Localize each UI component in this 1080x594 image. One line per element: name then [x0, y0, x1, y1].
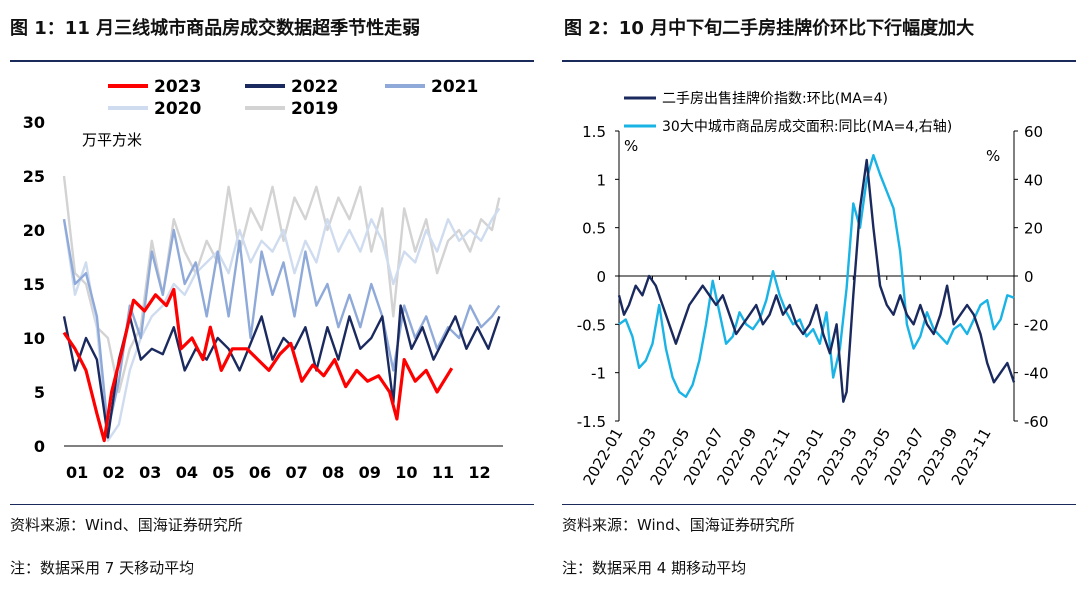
chart-2-left-tick-label: 0.5: [582, 220, 606, 238]
chart-1-x-tick-label: 08: [322, 463, 344, 482]
chart-1-x-tick-label: 09: [359, 463, 381, 482]
chart-panel-2: 图 2：10 月中下旬二手房挂牌价环比下行幅度加大 -1.5 -1 -0.5 0 0.5…: [556, 0, 1080, 594]
chart-1-bottom-rule: [10, 504, 534, 505]
chart-1-series-2021: [62, 218, 501, 431]
chart-1-x-tick-label: 03: [139, 463, 161, 482]
chart-1-y-tick-label: 10: [23, 329, 45, 348]
chart-2-top-rule: [562, 60, 1076, 62]
chart-1-y-tick-label: 20: [23, 221, 45, 240]
chart-2-right-unit: %: [986, 147, 1000, 165]
chart-2-legend-label: 30大中城市商品房成交面积:同比(MA=4,右轴): [662, 118, 952, 135]
chart-1-x-tick-label: 02: [103, 463, 125, 482]
chart-2-right-tick-label: 40: [1024, 171, 1043, 189]
chart-1-x-tick-label: 12: [468, 463, 490, 482]
chart-2-left-tick-label: 1: [596, 171, 606, 189]
chart-2-left-tick-label: -1.5: [577, 413, 606, 431]
chart-1-series-2022: [62, 304, 501, 439]
chart-1-legend-label: 2021: [431, 77, 478, 97]
chart-1-y-tick-label: 30: [23, 113, 45, 132]
chart-2-left-tick-label: -0.5: [577, 316, 606, 334]
chart-1-x-tick-label: 06: [249, 463, 271, 482]
chart-1-x-tick-label: 05: [212, 463, 234, 482]
chart-2-left-tick-label: 0: [596, 268, 606, 286]
chart-2-left-unit: %: [624, 137, 638, 155]
chart-2-right-tick-label: -40: [1024, 365, 1049, 383]
chart-1-y-tick-label: 15: [23, 275, 45, 294]
chart-1-y-tick-label: 5: [34, 383, 45, 402]
chart-1-x-tick-label: 04: [176, 463, 198, 482]
chart-2-source: 资料来源：Wind、国海证券研究所: [562, 516, 795, 534]
chart-1-series-2023: [62, 287, 454, 443]
chart-2-left-tick-label: 1.5: [582, 123, 606, 141]
chart-1-title: 图 1：11 月三线城市商品房成交数据超季节性走弱: [10, 18, 421, 39]
chart-2-series-right: [618, 154, 1015, 398]
chart-2-left-tick-label: -1: [591, 365, 606, 383]
chart-1-legend-label: 2022: [291, 77, 338, 97]
chart-2-legend-label: 二手房出售挂牌价指数:环比(MA=4): [662, 90, 888, 107]
chart-2-right-tick-label: -60: [1024, 413, 1049, 431]
chart-1-note: 注：数据采用 7 天移动平均: [10, 559, 195, 577]
chart-1-x-tick-label: 01: [66, 463, 88, 482]
chart-1-legend-label: 2023: [154, 77, 201, 97]
chart-1-top-rule: [10, 60, 534, 62]
chart-1-legend-label: 2020: [154, 99, 201, 119]
chart-1-y-tick-label: 25: [23, 167, 45, 186]
chart-panel-1: 图 1：11 月三线城市商品房成交数据超季节性走弱 0 5 10 15 20 25 30 01…: [10, 18, 534, 577]
chart-1-legend-label: 2019: [291, 99, 338, 119]
chart-2-bottom-rule: [562, 504, 1076, 505]
chart-2-right-tick-label: 0: [1024, 268, 1034, 286]
chart-1-x-tick-label: 11: [432, 463, 454, 482]
chart-1-x-tick-label: 10: [395, 463, 417, 482]
chart-2-title: 图 2：10 月中下旬二手房挂牌价环比下行幅度加大: [564, 18, 975, 39]
chart-2-right-tick-label: -20: [1024, 316, 1049, 334]
chart-2-plot: -1.5-1-0.500.511.5-60-40-200204060%%2022…: [577, 90, 1049, 488]
chart-1-y-unit: 万平方米: [82, 131, 142, 149]
chart-1-source: 资料来源：Wind、国海证券研究所: [10, 516, 243, 534]
chart-2-right-tick-label: 20: [1024, 220, 1043, 238]
chart-1-x-tick-label: 07: [286, 463, 308, 482]
chart-2-series-left: [617, 158, 1016, 403]
chart-2-note: 注：数据采用 4 期移动平均: [562, 559, 747, 577]
chart-2-right-tick-label: 60: [1024, 123, 1043, 141]
chart-1-y-tick-label: 0: [34, 437, 45, 456]
